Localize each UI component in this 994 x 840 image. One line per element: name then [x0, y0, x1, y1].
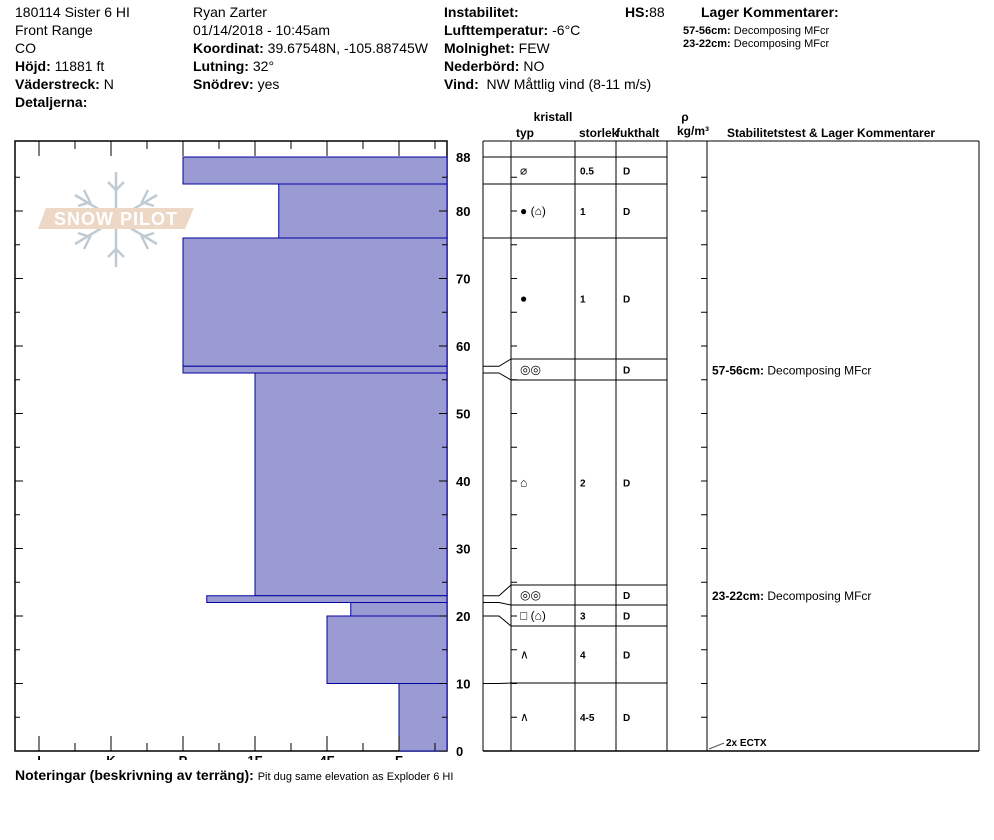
hs: HS:88	[625, 4, 665, 20]
hardness-bar	[182, 156, 448, 185]
moisture: D	[623, 651, 630, 662]
y-tick-label: 20	[456, 609, 470, 624]
hardness-bar	[326, 615, 448, 684]
header-rho: ρ	[681, 110, 688, 124]
moisture: D	[623, 713, 630, 724]
hardness-bar	[278, 183, 448, 239]
header-moisture: fukthalt	[616, 126, 659, 140]
depth-connector	[483, 584, 512, 597]
y-tick-label: 50	[456, 407, 470, 422]
x-tick-label: P	[179, 753, 188, 760]
elevation: Höjd: 11881 ft	[15, 58, 105, 74]
moisture: D	[623, 207, 630, 218]
header-size: storlek	[579, 126, 619, 140]
moisture: D	[623, 591, 630, 602]
layer-comment: 23-22cm: Decomposing MFcr	[712, 589, 871, 603]
grain-type: ∧	[520, 648, 529, 662]
hardness-bar	[350, 602, 448, 617]
layer-comments-title: Lager Kommentarer:	[701, 4, 839, 20]
grain-type: □ (⌂)	[520, 609, 546, 623]
notes: Noteringar (beskrivning av terräng): Pit…	[15, 767, 454, 783]
grain-type: ∧	[520, 710, 529, 724]
aspect: Väderstreck: N	[15, 76, 114, 92]
depth-connector	[483, 615, 512, 627]
instability: Instabilitet:	[444, 4, 519, 20]
x-tick-label: F	[395, 753, 403, 760]
y-tick-label: 70	[456, 272, 470, 287]
depth-connector	[483, 602, 512, 606]
x-tick-label: 4F	[319, 753, 334, 760]
depth-connector	[483, 372, 512, 381]
grain-size: 2	[580, 479, 586, 490]
snow-profile-chart: SNOW PILOT I K P 1F 4F F 0 10 20 30 40 50 60 70 80 88 kr…	[14, 110, 980, 760]
x-tick-label: I	[37, 753, 41, 760]
hardness-bar	[182, 365, 448, 374]
grain-type: ●	[520, 292, 527, 306]
grain-size: 1	[580, 295, 586, 306]
sky: Molnighet: FEW	[444, 40, 550, 56]
wind: Vind: NW Måttlig vind (8-11 m/s)	[444, 76, 652, 92]
range: Front Range	[15, 22, 93, 38]
grain-type: ⌀	[520, 164, 527, 178]
header-type: typ	[516, 126, 534, 140]
coordinates: Koordinat: 39.67548N, -105.88745W	[193, 40, 428, 56]
observer: Ryan Zarter	[193, 4, 267, 20]
pit-name: 180114 Sister 6 HI	[15, 4, 130, 20]
header-crystal: kristall	[534, 110, 573, 124]
y-tick-label: 30	[456, 542, 470, 557]
stability-test-arrow-icon	[708, 742, 725, 750]
grain-size: 1	[580, 207, 586, 218]
moisture: D	[623, 295, 630, 306]
header-density: kg/m³	[677, 124, 709, 138]
logo-text: SNOW PILOT	[54, 209, 178, 229]
snow-pilot-logo: SNOW PILOT	[38, 172, 194, 267]
layer-comment: 23-22cm: Decomposing MFcr	[683, 38, 830, 50]
layer-comment: 57-56cm: Decomposing MFcr	[683, 25, 830, 37]
moisture: D	[623, 479, 630, 490]
y-tick-label: 40	[456, 474, 470, 489]
details: Detaljerna:	[15, 94, 88, 110]
y-tick-label: 60	[456, 339, 470, 354]
x-tick-label: 1F	[247, 753, 262, 760]
grain-size: 0.5	[580, 167, 594, 178]
datetime: 01/14/2018 - 10:45am	[193, 22, 330, 38]
header-stability: Stabilitetstest & Lager Kommentarer	[727, 126, 935, 140]
moisture: D	[623, 612, 630, 623]
state: CO	[15, 40, 36, 56]
grain-size: 4	[580, 651, 586, 662]
x-tick-label: K	[106, 753, 116, 760]
stability-test: 2x ECTX	[726, 738, 767, 749]
y-tick-label: 10	[456, 677, 470, 692]
depth-connector	[483, 682, 512, 684]
hardness-bar	[398, 683, 448, 752]
grain-size: 4-5	[580, 713, 595, 724]
grain-type: ● (⌂)	[520, 204, 546, 218]
grain-size: 3	[580, 612, 586, 623]
y-tick-label: 0	[456, 744, 463, 759]
layer-comment: 57-56cm: Decomposing MFcr	[712, 364, 871, 378]
moisture: D	[623, 167, 630, 178]
grain-type: ◎◎	[520, 363, 541, 377]
wind-loading: Snödrev: yes	[193, 76, 280, 92]
air-temp: Lufttemperatur: -6°C	[444, 22, 581, 38]
hardness-bar	[254, 372, 448, 597]
precip: Nederbörd: NO	[444, 58, 545, 74]
moisture: D	[623, 366, 630, 377]
slope: Lutning: 32°	[193, 58, 275, 74]
grain-type: ◎◎	[520, 588, 541, 602]
hardness-bar	[182, 237, 448, 367]
grain-type: ⌂	[520, 476, 527, 490]
y-tick-label: 88	[456, 150, 470, 165]
y-tick-label: 80	[456, 204, 470, 219]
hardness-bar	[206, 595, 448, 603]
depth-connector	[483, 358, 512, 367]
